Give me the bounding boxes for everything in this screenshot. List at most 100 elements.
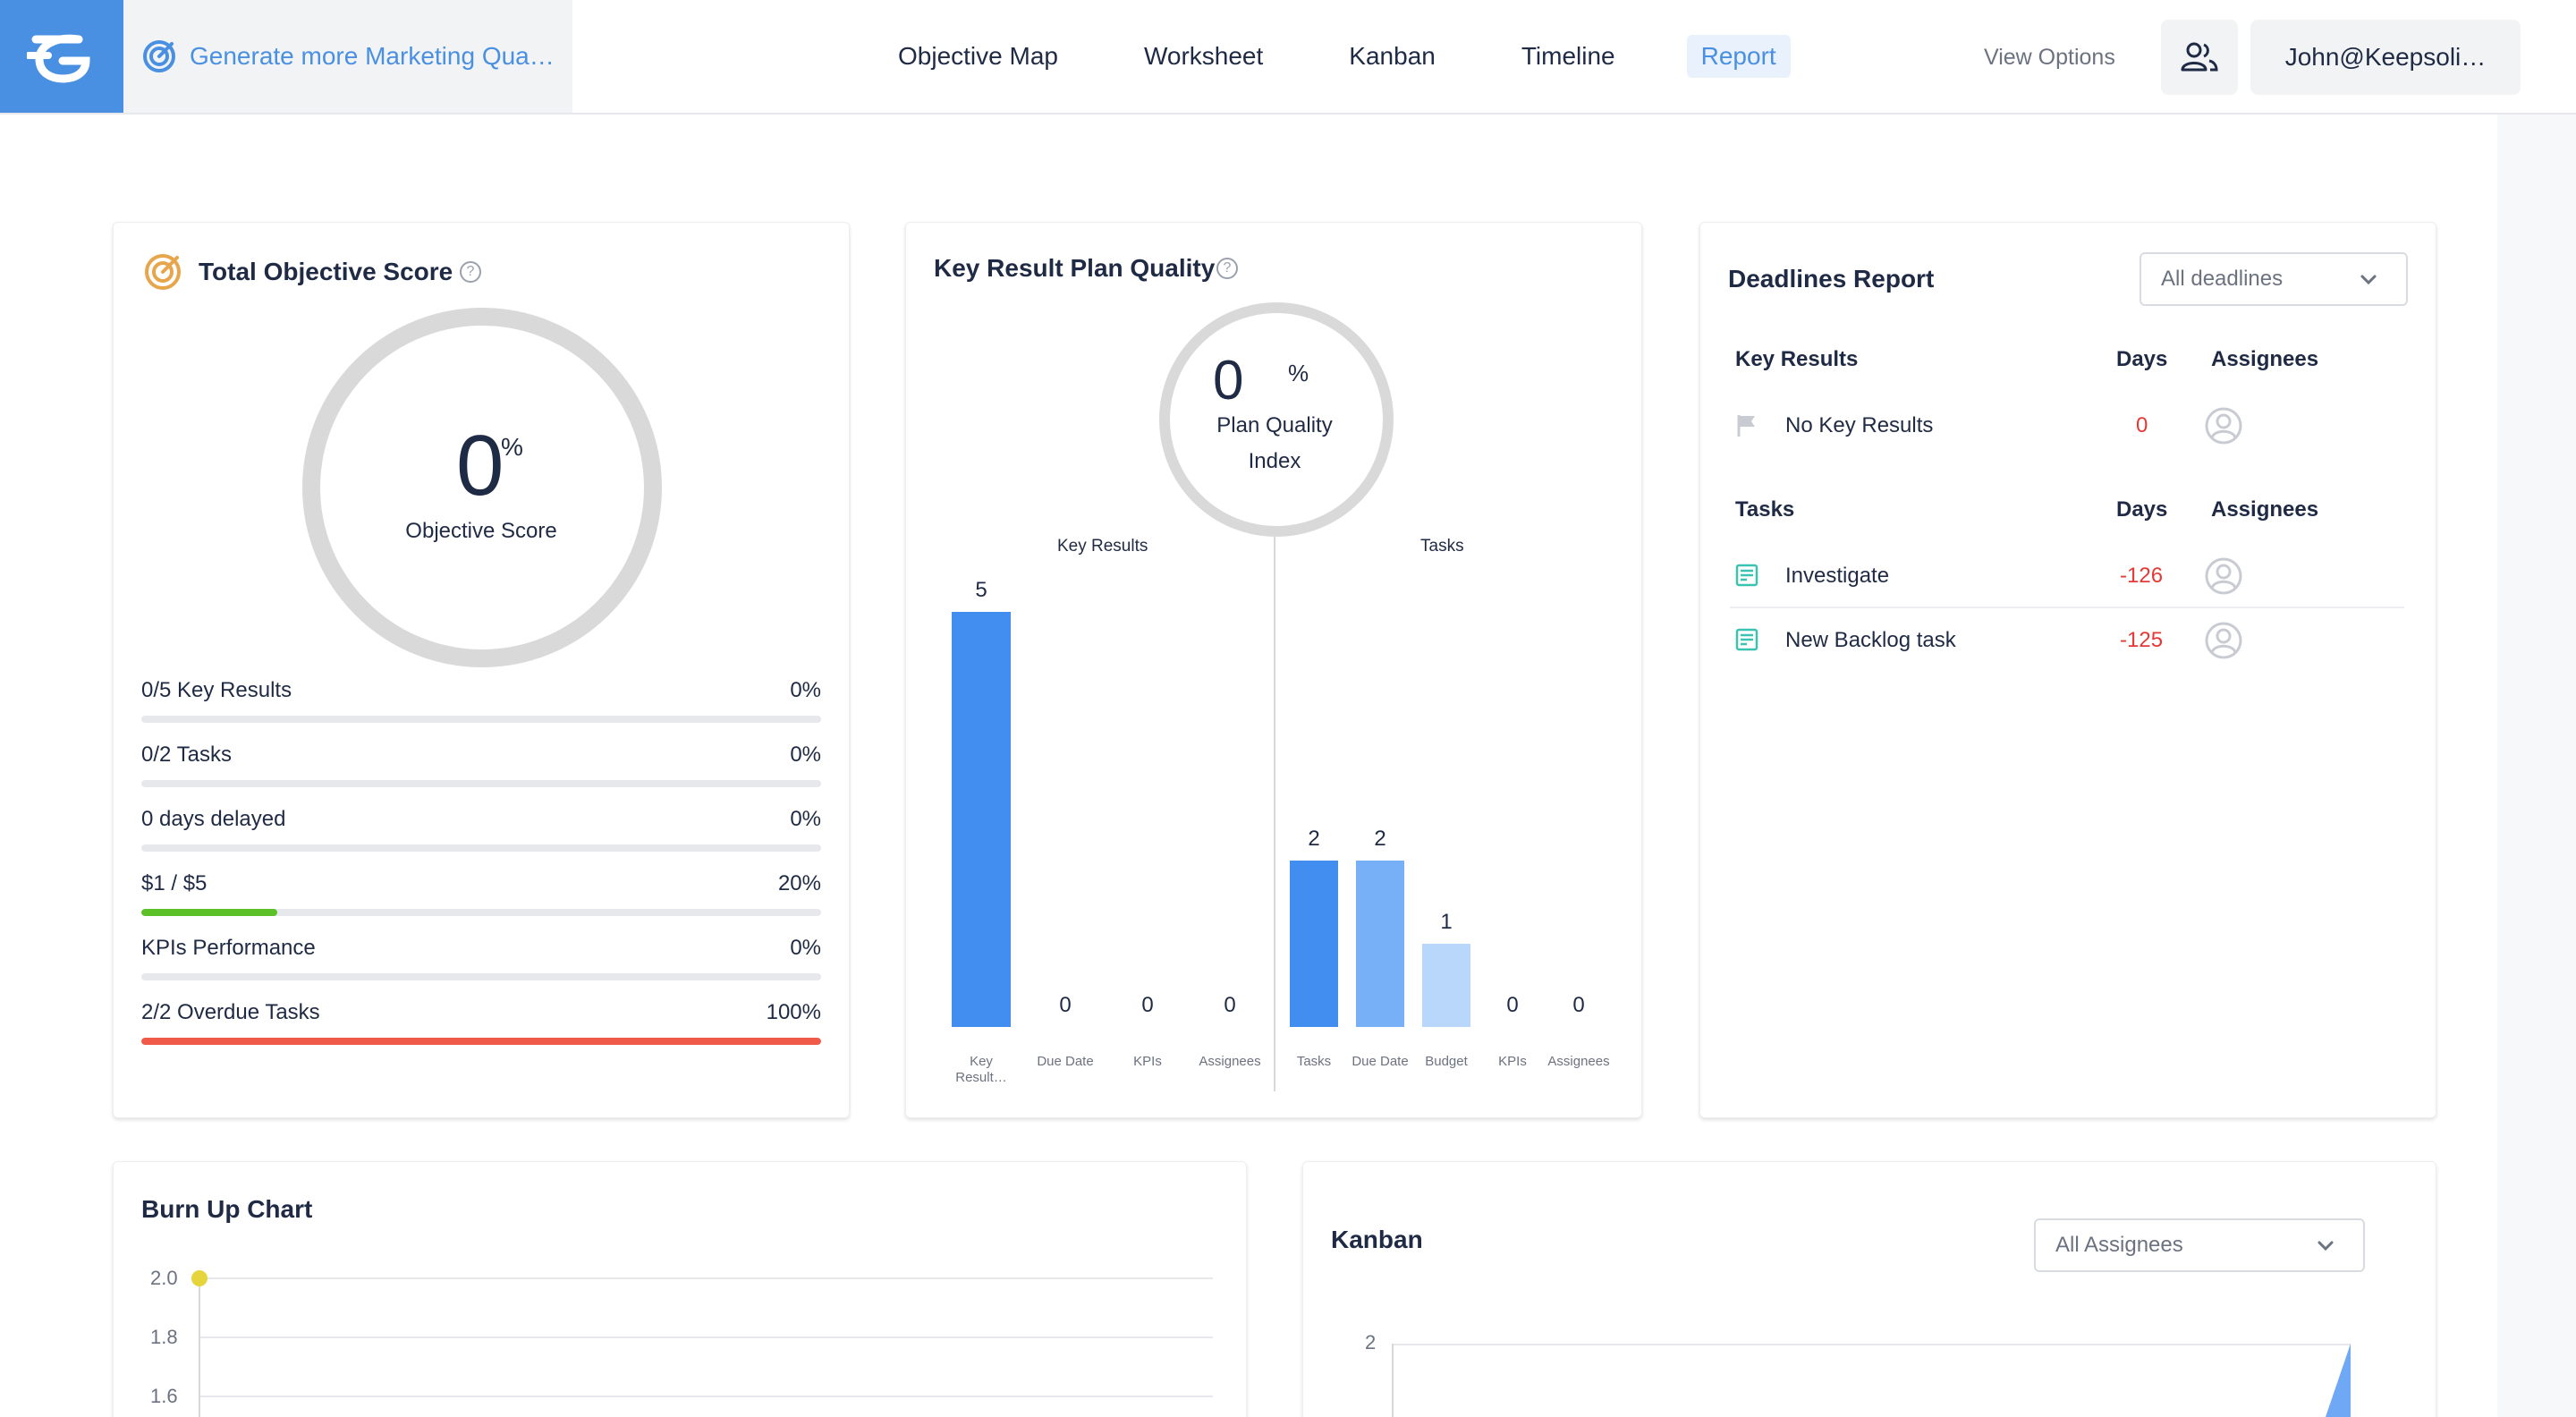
metric-days-delayed: 0 days delayed 0% [141,807,821,852]
plan-quality-label-line2: Index [1248,449,1301,473]
chart-bar-value: 0 [1506,993,1519,1017]
metric-label: 0/2 Tasks [141,742,232,767]
metric-label: 2/2 Overdue Tasks [141,1000,320,1024]
task-header-name: Tasks [1735,497,1795,522]
burnup-title: Burn Up Chart [141,1195,313,1223]
gridline [199,1336,1213,1338]
deadlines-filter-select[interactable]: All deadlines [2140,252,2408,306]
burnup-y-tick: 2.0 [150,1267,178,1289]
right-gutter [2497,115,2576,1417]
plan-quality-value: 0 [1213,350,1244,412]
main-nav: Objective Map Worksheet Kanban Timeline … [884,34,1848,79]
metric-value: 0% [790,678,821,702]
chart-bar[interactable] [1290,861,1338,1027]
burnup-y-tick: 1.8 [150,1326,178,1348]
chart-category-label: Assignees [1199,1054,1261,1069]
plan-quality-label-line1: Plan Quality [1216,413,1333,437]
chart-category-label: Due Date [1037,1054,1094,1069]
chart-bar[interactable] [1422,944,1470,1027]
chart-category-label: Tasks [1296,1054,1332,1069]
objective-score-title: Total Objective Score [199,258,453,285]
chart-bar-value: 2 [1374,827,1386,852]
target-score-icon [145,254,181,290]
avatar-placeholder-icon[interactable] [2204,556,2243,596]
help-icon[interactable]: ? [1216,258,1238,279]
chart-category-label: Assignees [1547,1054,1610,1069]
deadlines-filter-value: All deadlines [2161,267,2284,291]
chart-bar[interactable] [1356,861,1404,1027]
metric-overdue-tasks: 2/2 Overdue Tasks 100% [141,1000,821,1045]
task-row-days: -126 [2120,564,2164,588]
metric-progress-bar [141,716,821,723]
tab-objective-map[interactable]: Objective Map [898,42,1058,70]
kr-header-assignees: Assignees [2211,347,2319,371]
metric-label: 0/5 Key Results [141,678,292,702]
task-row-name[interactable]: Investigate [1785,564,1890,588]
task-row-days: -125 [2120,628,2164,652]
tab-kanban[interactable]: Kanban [1349,42,1436,70]
kr-header-name: Key Results [1735,347,1859,371]
chart-bar[interactable] [952,612,1011,1027]
metric-tasks: 0/2 Tasks 0% [141,742,821,787]
metric-value: 0% [790,807,821,831]
metric-budget: $1 / $5 20% [141,871,821,916]
kr-row-name[interactable]: No Key Results [1785,413,1934,437]
view-options-button[interactable]: View Options [1984,45,2115,70]
chart-category-label: KPIs [1498,1054,1527,1069]
metric-progress-bar [141,844,821,852]
tab-worksheet[interactable]: Worksheet [1143,42,1264,70]
task-header-days: Days [2116,497,2168,522]
objective-score-label: Objective Score [405,519,557,543]
chart-category-label: Key Result… [955,1054,1007,1085]
chart-bar-value: 2 [1308,827,1320,852]
metric-progress-bar [141,780,821,787]
task-row-name[interactable]: New Backlog task [1785,628,1956,652]
avatar-placeholder-icon[interactable] [2204,621,2243,660]
metric-value: 20% [777,871,821,895]
kanban-title: Kanban [1331,1226,1423,1253]
task-icon [1735,564,1758,587]
metric-key-results: 0/5 Key Results 0% [141,678,821,723]
gridline [1392,1344,2351,1345]
chart-category-label: Budget [1425,1054,1468,1069]
chart-bar-value: 0 [1572,993,1585,1017]
objective-selector[interactable]: Generate more Marketing Qua… [123,0,572,113]
metric-label: KPIs Performance [141,936,316,960]
metric-progress-bar [141,909,821,916]
deadlines-card [1699,222,2436,1118]
metric-progress-fill [141,909,277,916]
burnup-data-point[interactable] [191,1270,208,1286]
kanban-card [1302,1161,2436,1417]
objective-title: Generate more Marketing Qua… [190,42,555,70]
user-email: John@Keepsoli… [2284,43,2487,71]
kanban-area-series [2326,1344,2351,1417]
user-menu-button[interactable]: John@Keepsoli… [2250,20,2521,95]
chart-bar-value: 0 [1224,993,1236,1017]
avatar-placeholder-icon[interactable] [2204,406,2243,445]
objective-score-value: 0 [456,418,504,513]
burnup-card [113,1161,1247,1417]
members-button[interactable] [2161,20,2238,95]
metric-value: 100% [766,1000,821,1024]
task-icon [1735,628,1758,651]
tab-report[interactable]: Report [1686,35,1791,78]
tab-timeline[interactable]: Timeline [1521,42,1615,70]
metric-progress-bar [141,1038,821,1045]
burnup-y-axis [199,1277,200,1417]
metric-value: 0% [790,936,821,960]
chart-group-key-results: Key Results [1057,537,1148,556]
chart-divider [1274,537,1275,1091]
target-icon [143,40,175,72]
logo-icon [27,34,90,83]
chart-bar-value: 0 [1141,993,1154,1017]
top-bar: Generate more Marketing Qua… Objective M… [0,0,2576,115]
metric-kpis: KPIs Performance 0% [141,936,821,980]
help-icon[interactable]: ? [460,261,481,283]
chevron-down-icon [2318,1241,2334,1252]
flag-icon [1737,415,1755,437]
app-logo[interactable] [0,0,123,113]
kanban-assignee-select[interactable]: All Assignees [2034,1218,2365,1272]
kr-header-days: Days [2116,347,2168,371]
gridline [199,1277,1213,1279]
chart-group-tasks: Tasks [1420,537,1464,556]
